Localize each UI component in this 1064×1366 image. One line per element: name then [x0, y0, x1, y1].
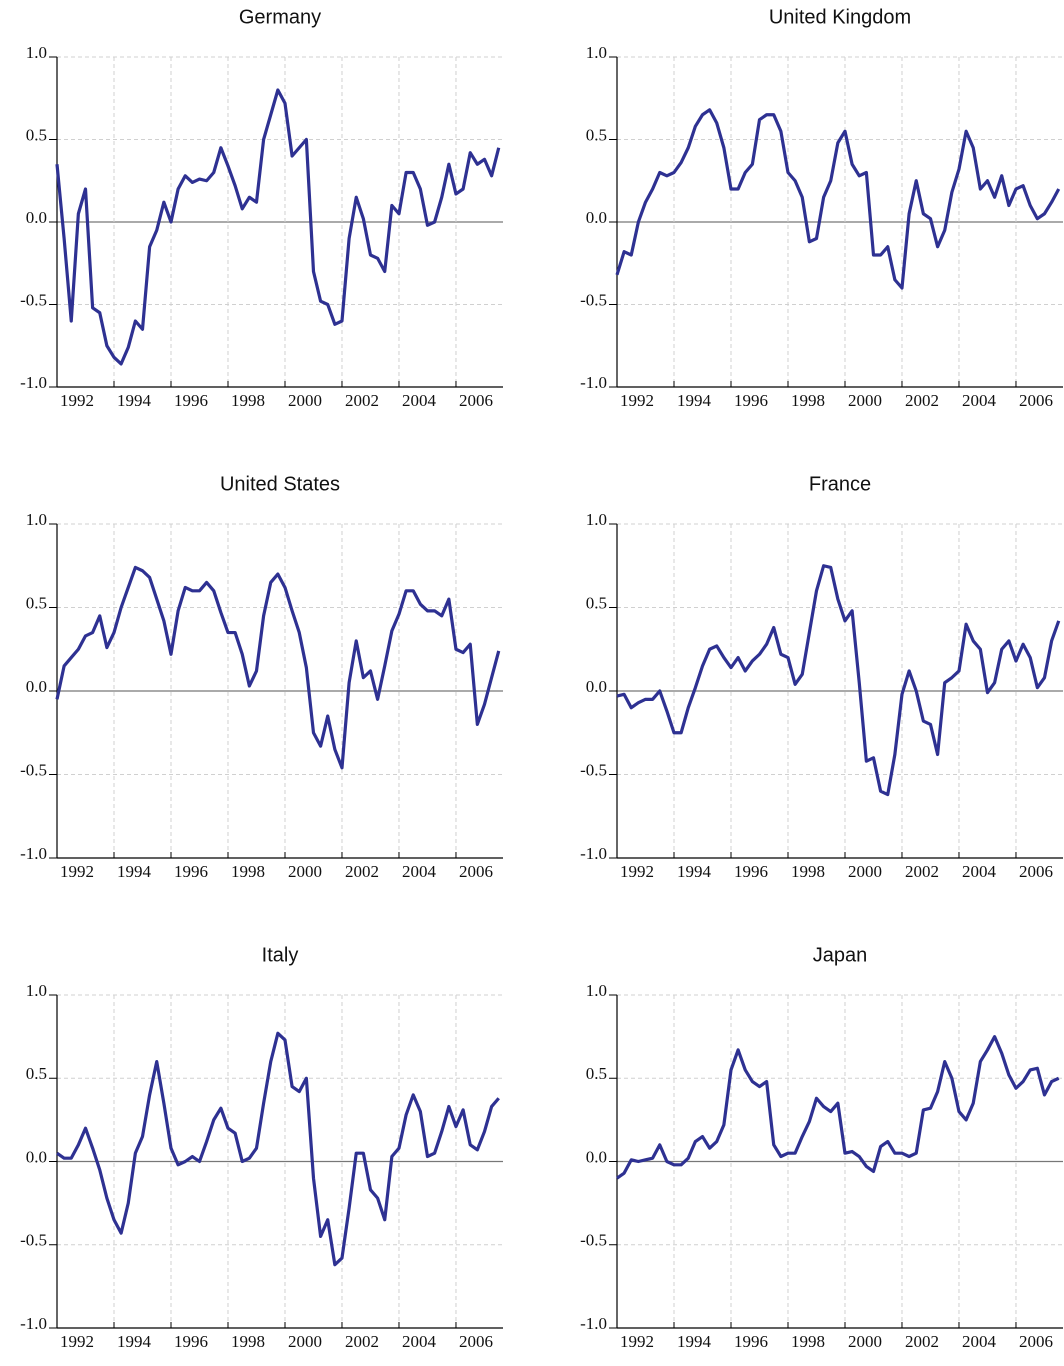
x-tick-label: 1994	[117, 391, 152, 410]
x-tick-label: 1992	[60, 862, 94, 881]
y-tick-label: 0.0	[26, 208, 47, 227]
y-tick-label: -0.5	[20, 1231, 47, 1250]
y-tick-label: 1.0	[586, 981, 607, 1000]
y-tick-label: -0.5	[580, 760, 607, 779]
x-tick-label: 1998	[791, 1332, 825, 1351]
x-tick-label: 1994	[677, 862, 712, 881]
chart-title: Italy	[262, 944, 299, 966]
x-tick-label: 2002	[345, 862, 379, 881]
x-tick-label: 1996	[174, 391, 208, 410]
x-tick-label: 1996	[734, 1332, 768, 1351]
chart-title: United States	[220, 473, 340, 495]
x-tick-label: 1992	[620, 862, 654, 881]
y-tick-label: -0.5	[580, 290, 607, 309]
x-tick-label: 2006	[1019, 862, 1053, 881]
x-tick-label: 1998	[791, 391, 825, 410]
chart-title: United Kingdom	[769, 6, 911, 28]
x-tick-label: 2004	[402, 862, 437, 881]
y-tick-label: -1.0	[20, 373, 47, 392]
y-tick-label: 1.0	[26, 510, 47, 529]
x-tick-label: 2006	[1019, 391, 1053, 410]
y-tick-label: -1.0	[580, 1314, 607, 1333]
data-line	[55, 565, 501, 770]
x-tick-label: 2002	[345, 1332, 379, 1351]
x-tick-label: 2004	[962, 1332, 997, 1351]
y-tick-label: 0.5	[26, 593, 47, 612]
x-tick-label: 2002	[905, 1332, 939, 1351]
x-tick-label: 1996	[174, 1332, 208, 1351]
x-tick-label: 1992	[620, 391, 654, 410]
data-line	[55, 88, 501, 366]
y-tick-label: 0.5	[26, 125, 47, 144]
x-tick-label: 1992	[620, 1332, 654, 1351]
y-tick-label: 1.0	[26, 43, 47, 62]
y-tick-label: -1.0	[580, 844, 607, 863]
x-tick-label: 1992	[60, 391, 94, 410]
y-tick-label: -1.0	[580, 373, 607, 392]
data-line	[56, 1031, 500, 1267]
x-tick-label: 2004	[962, 862, 997, 881]
x-tick-label: 1994	[677, 391, 712, 410]
data-line	[616, 1035, 1060, 1180]
y-tick-label: 0.5	[26, 1064, 47, 1083]
x-tick-label: 2002	[905, 391, 939, 410]
y-tick-label: 1.0	[586, 43, 607, 62]
x-tick-label: 2006	[459, 391, 493, 410]
y-tick-label: 0.5	[586, 1064, 607, 1083]
x-tick-label: 2006	[459, 862, 493, 881]
x-tick-label: 2000	[288, 391, 322, 410]
y-tick-label: 0.5	[586, 593, 607, 612]
y-tick-label: 0.0	[26, 677, 47, 696]
y-tick-label: 1.0	[586, 510, 607, 529]
y-tick-label: -0.5	[580, 1231, 607, 1250]
x-tick-label: 1994	[117, 1332, 152, 1351]
y-tick-label: 0.0	[586, 677, 607, 696]
data-line	[615, 108, 1061, 290]
chart-title: France	[809, 473, 871, 495]
x-tick-label: 2002	[905, 862, 939, 881]
y-tick-label: 1.0	[26, 981, 47, 1000]
y-tick-label: 0.0	[586, 208, 607, 227]
x-tick-label: 1996	[734, 862, 768, 881]
y-tick-label: 0.0	[586, 1147, 607, 1166]
chart-title: Japan	[813, 944, 868, 966]
x-tick-label: 1996	[734, 391, 768, 410]
x-tick-label: 2000	[288, 1332, 322, 1351]
x-tick-label: 1998	[231, 391, 265, 410]
y-tick-label: -0.5	[20, 760, 47, 779]
data-line	[616, 564, 1061, 797]
x-tick-label: 2000	[848, 391, 882, 410]
y-tick-label: 0.5	[586, 125, 607, 144]
x-tick-label: 1994	[677, 1332, 712, 1351]
x-tick-label: 2004	[402, 1332, 437, 1351]
x-tick-label: 1996	[174, 862, 208, 881]
y-tick-label: 0.0	[26, 1147, 47, 1166]
x-tick-label: 1998	[231, 862, 265, 881]
y-tick-label: -0.5	[20, 290, 47, 309]
y-tick-label: -1.0	[20, 844, 47, 863]
x-tick-label: 1998	[231, 1332, 265, 1351]
x-tick-label: 1998	[791, 862, 825, 881]
chart-title: Germany	[239, 6, 321, 28]
x-tick-label: 2004	[962, 391, 997, 410]
x-tick-label: 2000	[848, 1332, 882, 1351]
x-tick-label: 2000	[848, 862, 882, 881]
x-tick-label: 2000	[288, 862, 322, 881]
x-tick-label: 2006	[459, 1332, 493, 1351]
x-tick-label: 1992	[60, 1332, 94, 1351]
x-tick-label: 2004	[402, 391, 437, 410]
y-tick-label: -1.0	[20, 1314, 47, 1333]
x-tick-label: 2002	[345, 391, 379, 410]
x-tick-label: 1994	[117, 862, 152, 881]
x-tick-label: 2006	[1019, 1332, 1053, 1351]
